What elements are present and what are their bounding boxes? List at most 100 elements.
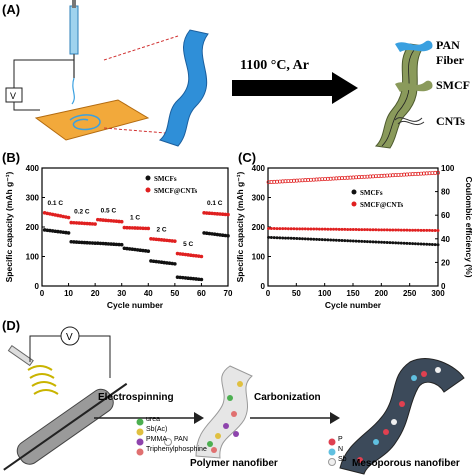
x-axis-label: Cycle number [325, 300, 382, 310]
data-point-series-0 [300, 237, 304, 241]
data-point-series-0 [348, 239, 352, 243]
data-point-series-0 [334, 238, 338, 242]
data-point-series-1 [433, 229, 437, 233]
polymer-nanofiber-shape [195, 365, 253, 459]
data-point-series-0 [433, 243, 437, 247]
data-point-series-2 [269, 180, 274, 184]
data-point-series-1 [303, 227, 307, 231]
data-point-smcfs [77, 240, 81, 245]
x-axis-label: Cycle number [107, 300, 164, 310]
data-point-series-2 [419, 171, 424, 176]
y-tick-label: 400 [252, 164, 266, 173]
data-point-smcf-cnts [178, 252, 182, 256]
data-point-series-0 [428, 242, 432, 246]
data-point-smcf-cnts [183, 252, 188, 257]
data-point-series-2 [373, 174, 378, 179]
data-point-smcf-cnts [157, 237, 161, 242]
data-point-series-1 [394, 228, 398, 232]
data-point-smcfs [90, 241, 95, 245]
data-point-series-1 [402, 228, 406, 232]
data-point-series-0 [329, 238, 333, 242]
data-point-series-1 [326, 227, 330, 231]
data-point-series-1 [348, 227, 352, 231]
x-tick-label: 0 [40, 289, 45, 298]
data-point-smcf-cnts [143, 226, 148, 231]
data-point-series-0 [411, 242, 415, 246]
data-point-smcf-cnts [162, 238, 167, 242]
legend-label: SMCFs [360, 189, 383, 197]
data-point-smcfs [101, 241, 105, 246]
y2-tick-label: 80 [441, 188, 450, 197]
data-point-series-2 [407, 172, 412, 177]
data-point-series-2 [365, 174, 370, 179]
mesoporous-particles [357, 367, 441, 463]
data-point-series-1 [371, 228, 375, 232]
caption-mesoporous: Mesoporous nanofiber [352, 458, 460, 469]
data-point-series-2 [424, 171, 429, 176]
data-point-smcf-cnts [138, 226, 143, 230]
data-point-series-1 [374, 228, 378, 232]
data-point-smcfs [72, 240, 76, 244]
data-point-series-2 [266, 180, 271, 185]
data-point-smcf-cnts [98, 218, 103, 222]
data-point-series-1 [399, 228, 403, 232]
legend-pan-dot [164, 438, 172, 446]
x-tick-label: 0 [266, 289, 271, 298]
panel-d-illustration: V [3, 326, 465, 475]
data-point-smcfs [42, 228, 47, 232]
data-point-series-0 [267, 235, 271, 239]
data-point-series-2 [427, 171, 432, 176]
data-point-smcfs [151, 259, 156, 264]
data-point-series-2 [433, 170, 438, 175]
data-point-smcfs [93, 241, 97, 246]
data-point-smcf-cnts [149, 237, 153, 241]
data-point-series-1 [334, 227, 338, 231]
rate-annotation: 2 C [157, 226, 167, 233]
data-point-series-1 [422, 228, 426, 232]
data-point-series-1 [368, 228, 372, 232]
x-tick-label: 150 [346, 289, 360, 298]
data-point-series-1 [377, 228, 381, 232]
data-point-series-0 [323, 238, 327, 242]
data-point-series-0 [284, 236, 288, 240]
data-point-smcfs [220, 233, 225, 237]
data-point-series-0 [399, 241, 403, 245]
data-point-smcfs [58, 230, 63, 234]
data-point-series-0 [272, 236, 276, 240]
data-point-smcfs [82, 240, 87, 245]
data-point-smcf-cnts [96, 217, 100, 222]
data-point-series-1 [428, 228, 432, 232]
legend-p-dot [328, 438, 336, 446]
data-point-series-1 [340, 227, 344, 231]
data-point-series-1 [385, 228, 389, 232]
data-point-series-0 [281, 236, 285, 240]
data-point-smcfs [50, 229, 55, 233]
data-point-smcfs [191, 276, 196, 281]
data-point-series-2 [345, 175, 350, 180]
data-point-series-1 [416, 228, 420, 232]
data-point-series-0 [416, 242, 420, 246]
legend-tpp-label: Triphenylphosphine [146, 446, 207, 453]
data-point-smcfs [170, 261, 174, 266]
data-point-smcf-cnts [80, 221, 84, 226]
data-point-smcf-cnts [103, 218, 108, 223]
legend-label: SMCF@CNTs [360, 201, 403, 209]
data-point-smcfs [207, 231, 212, 236]
panel-label-b: (B) [2, 150, 21, 165]
x-tick-label: 10 [64, 289, 73, 298]
data-point-series-2 [325, 176, 330, 181]
data-point-smcf-cnts [207, 211, 212, 216]
data-point-series-1 [292, 227, 296, 231]
data-point-series-1 [275, 227, 279, 231]
data-point-smcfs [215, 232, 220, 237]
data-point-series-0 [385, 240, 389, 244]
data-point-series-2 [399, 172, 404, 177]
x-tick-label: 70 [224, 289, 233, 298]
data-point-series-0 [317, 238, 321, 242]
data-point-series-2 [300, 178, 305, 183]
data-point-series-2 [404, 172, 409, 177]
data-point-series-0 [351, 239, 355, 243]
data-point-smcfs [127, 247, 132, 251]
x-tick-label: 300 [431, 289, 445, 298]
data-point-smcf-cnts [215, 212, 220, 216]
